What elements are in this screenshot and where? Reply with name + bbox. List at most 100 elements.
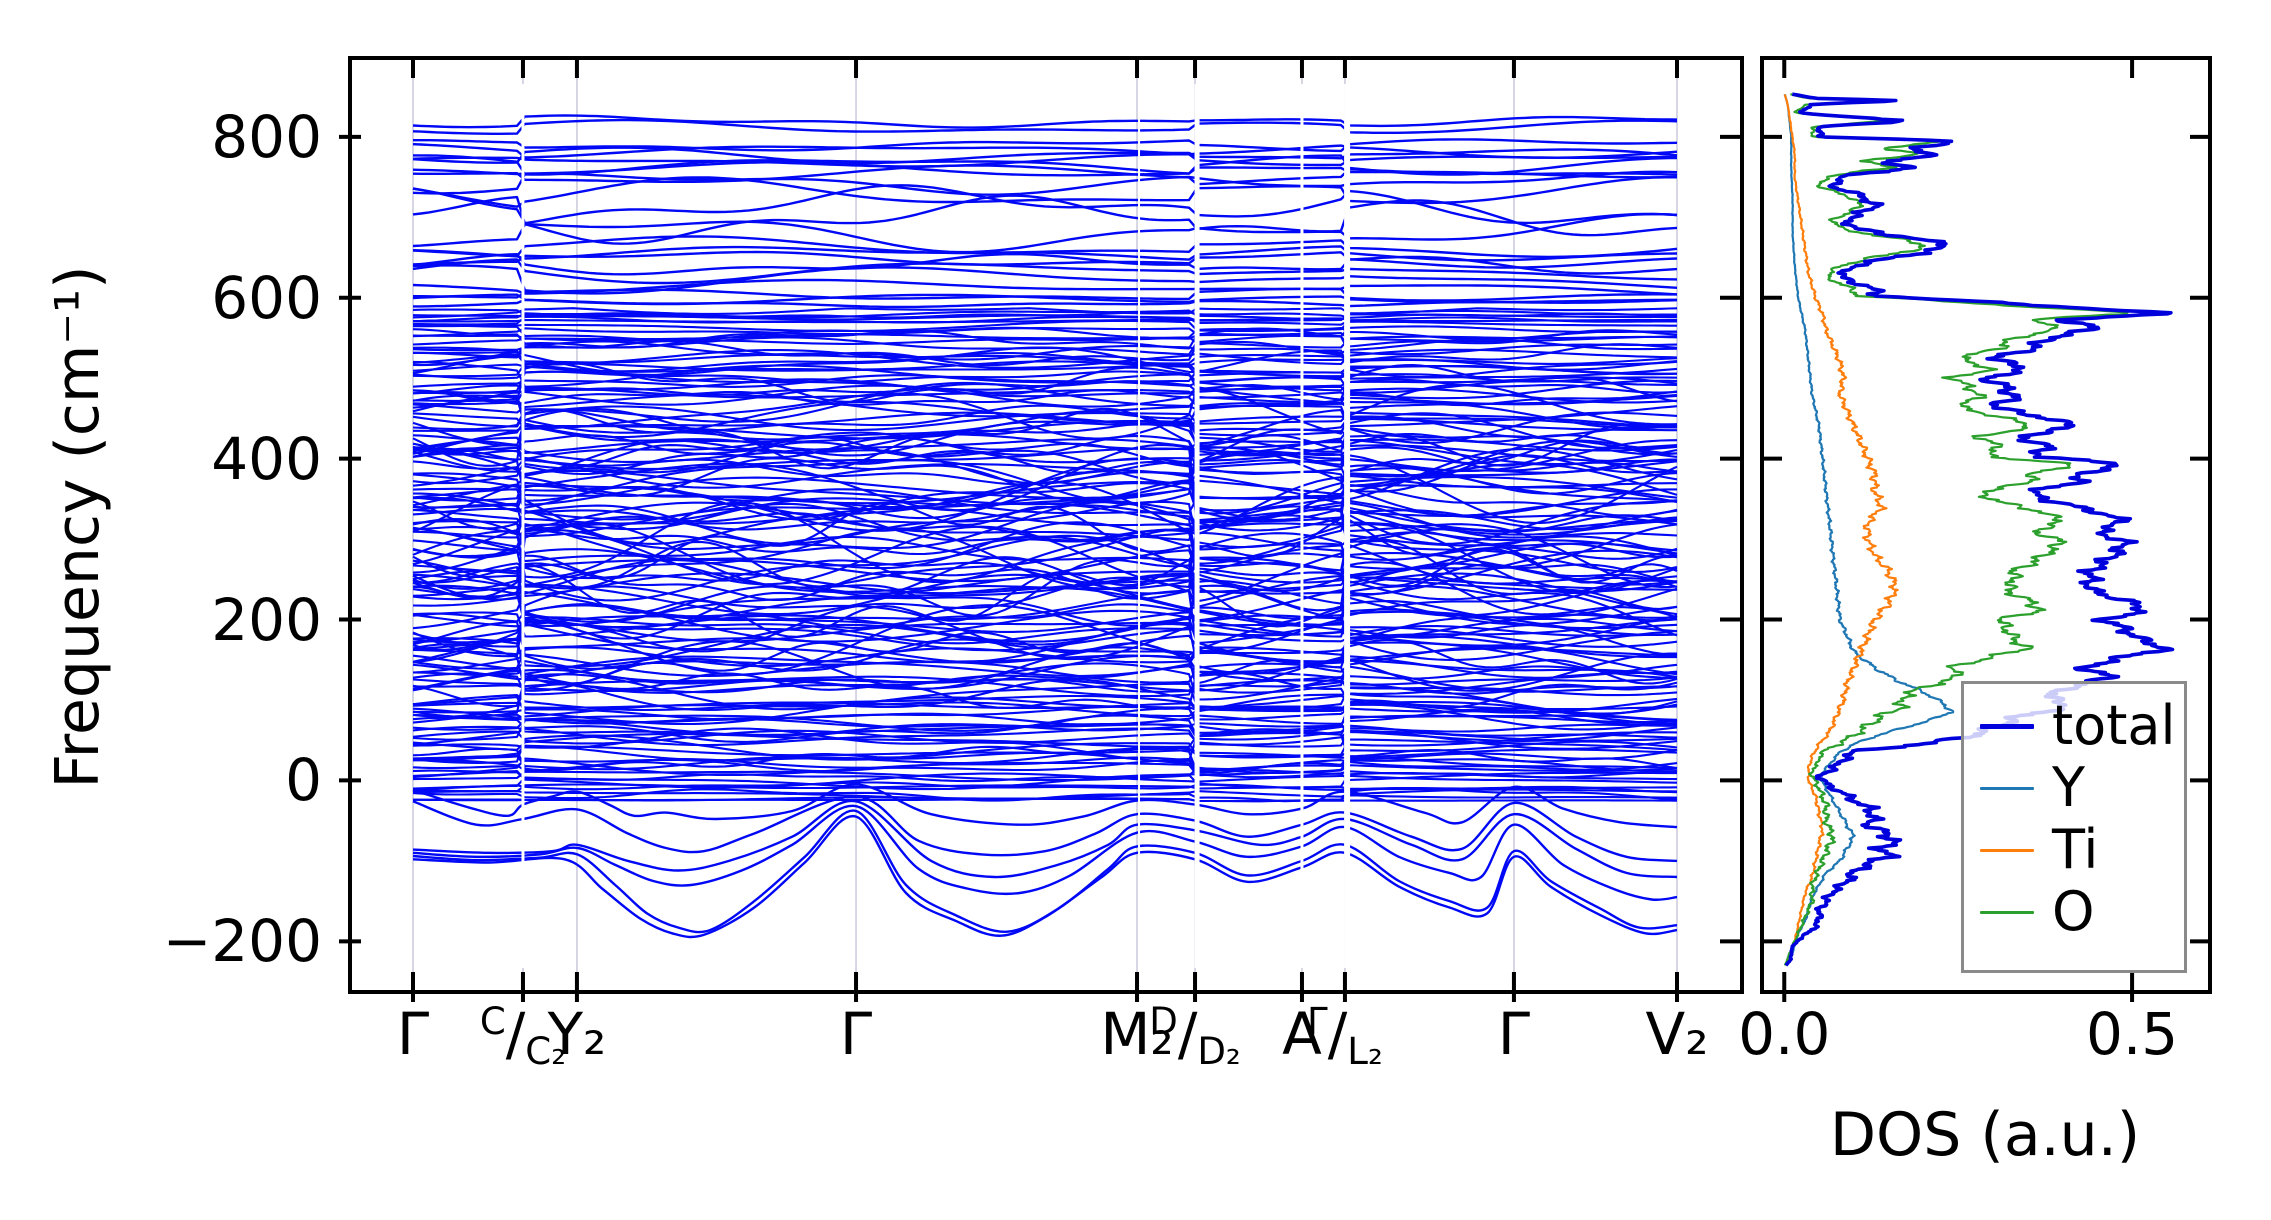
phonon-band-upper [413, 138, 1678, 153]
band-panel-frame [348, 56, 1744, 994]
y-tick-label: 200 [211, 585, 322, 654]
phonon-band [412, 351, 1678, 365]
phonon-band-upper [412, 252, 1678, 276]
y-tick-label: 400 [211, 424, 322, 493]
phonon-band [412, 346, 1678, 369]
phonon-band [412, 394, 1678, 439]
dos-tick-label: 0.0 [1738, 1000, 1831, 1068]
segment-break [521, 84, 525, 968]
legend-line-icon [1980, 723, 2034, 729]
phonon-band [412, 502, 1678, 568]
phonon-band [412, 407, 1678, 470]
band-structure-plot [339, 56, 1744, 1002]
k-tick-label: A [1282, 1000, 1322, 1068]
k-tick-label: C/C₂ [479, 999, 567, 1074]
phonon-band [412, 723, 1678, 741]
phonon-band-upper [412, 146, 1678, 165]
phonon-band [412, 310, 1678, 323]
phonon-band [412, 584, 1678, 630]
phonon-band [412, 623, 1677, 679]
segment-break [1300, 84, 1304, 968]
k-tick-label: D/D₂ [1149, 999, 1241, 1074]
phonon-band [412, 431, 1678, 472]
phonon-band-upper [412, 170, 1678, 196]
phonon-band [412, 616, 1678, 645]
phonon-band [412, 556, 1678, 640]
phonon-band-upper [412, 118, 1678, 136]
y-tick-label: 800 [211, 102, 322, 171]
phonon-band [412, 672, 1678, 696]
phonon-band-upper [412, 212, 1678, 254]
legend-label: O [2052, 880, 2095, 943]
segment-break [1344, 84, 1351, 968]
phonon-band [412, 404, 1678, 439]
phonon-band-upper [412, 258, 1678, 285]
dos-plot [1760, 56, 2212, 1002]
phonon-band [412, 374, 1678, 394]
phonon-band [412, 696, 1678, 726]
phonon-band [412, 781, 1678, 794]
phonon-band [412, 769, 1678, 789]
phonon-band [412, 384, 1678, 409]
k-tick-label: M₂ [1100, 1000, 1174, 1068]
phonon-band [412, 577, 1678, 661]
phonon-band-soft [412, 804, 1678, 901]
phonon-band-upper [412, 153, 1678, 168]
phonon-band [412, 549, 1678, 586]
phonon-band-upper [412, 194, 1678, 245]
phonon-band-upper [412, 143, 1678, 159]
phonon-band [412, 386, 1678, 406]
phonon-band [412, 433, 1678, 455]
segment-break [1138, 84, 1141, 968]
phonon-band-upper [412, 250, 1678, 269]
phonon-band-upper [412, 184, 1678, 225]
phonon-band [412, 535, 1678, 570]
k-tick-label: Γ [1497, 1000, 1531, 1068]
phonon-band [412, 731, 1678, 751]
phonon-band [412, 456, 1678, 489]
phonon-band [412, 646, 1678, 670]
phonon-band [412, 434, 1678, 474]
phonon-band [412, 411, 1678, 431]
phonon-band-upper [412, 245, 1678, 262]
phonon-band-upper [412, 164, 1678, 186]
legend-line-icon [1980, 910, 2034, 914]
phonon-band [413, 319, 1677, 333]
phonon-band [412, 340, 1678, 367]
y-tick-label: −200 [162, 907, 322, 976]
k-tick-label: Y₂ [547, 1000, 607, 1068]
phonon-band [412, 562, 1678, 602]
phonon-band [412, 528, 1678, 561]
legend-entry-O: O [1964, 884, 2184, 940]
phonon-band [412, 500, 1678, 549]
phonon-band [412, 335, 1678, 349]
phonon-band [412, 308, 1678, 321]
legend-entry-total: total [1964, 698, 2184, 754]
phonon-band [412, 307, 1678, 319]
phonon-band [412, 472, 1678, 506]
k-tick-label: Γ/L₂ [1307, 999, 1383, 1074]
y-tick-label: 0 [285, 746, 322, 815]
phonon-band [412, 569, 1678, 629]
phonon-band [412, 501, 1678, 548]
phonon-band [412, 469, 1678, 512]
k-tick-label: V₂ [1645, 1000, 1709, 1068]
phonon-band-upper [413, 298, 1678, 309]
phonon-band [412, 727, 1678, 750]
phonon-band [412, 325, 1677, 338]
legend-label: Ti [2052, 818, 2099, 881]
dos-curve-Ti [1783, 94, 1899, 966]
k-tick-label: Γ [839, 1000, 873, 1068]
phonon-band [412, 660, 1678, 686]
legend: total Y Ti O [1961, 681, 2187, 973]
y-tick-label: 600 [211, 263, 322, 332]
legend-label: Y [2052, 756, 2085, 819]
phonon-band [412, 327, 1678, 350]
phonon-band-upper [412, 175, 1678, 208]
segment-break [1194, 84, 1200, 968]
phonon-band [412, 576, 1678, 653]
phonon-band [412, 497, 1678, 528]
phonon-band [412, 665, 1678, 689]
k-tick-label: Γ [396, 1000, 430, 1068]
